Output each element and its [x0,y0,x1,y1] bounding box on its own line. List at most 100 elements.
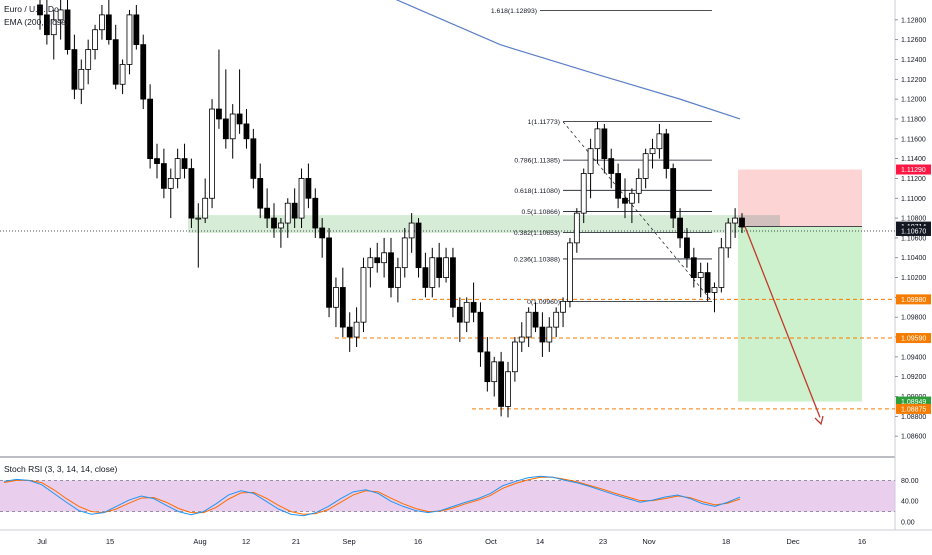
fib-level-label: 0.5(1.10866) [521,209,560,216]
candle-down [615,173,622,199]
candle-up [587,148,594,174]
candle-up [718,247,725,288]
candle-down [622,197,628,204]
fib-level-label: 0.382(1.10653) [514,230,560,237]
stoch-y-tick-label: 0.00 [901,520,915,527]
x-tick-label: 12 [242,537,250,546]
x-tick-label: Oct [485,537,498,546]
entry-box [738,215,780,227]
candle-up [628,192,635,204]
y-tick-label: 1.08800 [901,414,926,421]
x-tick-label: 16 [858,537,866,546]
candle-up [525,311,532,338]
fib-level-label: 1(1.11773) [528,119,560,126]
x-tick-label: 18 [722,537,730,546]
candle-down [319,227,326,239]
price-tag [896,164,931,175]
y-tick-label: 1.09800 [901,315,926,322]
candle-down [436,257,443,278]
candle-up [360,267,367,323]
candle-down [539,326,546,343]
candle-up [298,178,305,219]
candle-down [160,163,167,189]
x-tick-label: Nov [642,537,656,546]
price-tag [896,294,931,305]
candle-down [222,118,229,140]
candle-up [635,178,642,194]
y-tick-label: 1.12800 [901,17,926,24]
candle-up [511,341,518,373]
candle-down [188,168,195,219]
y-tick-label: 1.11000 [901,196,926,203]
candle-down [422,267,429,288]
fib-level-label: 0(1.09960) [527,299,560,306]
x-tick-label: 23 [599,537,607,546]
x-tick-label: 21 [292,537,300,546]
price-tag-label: 1.11290 [901,167,926,174]
y-tick-label: 1.10800 [901,216,926,223]
candle-down [684,237,690,259]
candle-down [346,326,353,338]
stoch-legend: Stoch RSI (3, 3, 14, 14, close) [4,464,118,474]
candle-up [167,178,174,189]
candle-down [64,9,71,50]
candle-up [209,108,215,199]
candle-up [580,173,587,214]
candle-up [202,197,209,219]
candle-down [415,222,422,269]
stoch-k-line [3,475,741,517]
candle-up [78,68,85,90]
candle-up [394,267,401,288]
y-tick-label: 1.09200 [901,374,926,381]
candle-down [305,178,312,199]
candle-down [450,257,456,308]
y-tick-label: 1.11200 [901,176,926,183]
candle-up [463,301,470,323]
candle-down [374,257,381,264]
candle-up [567,242,573,302]
candle-up [732,217,739,224]
candle-up [119,64,126,85]
candle-up [649,148,656,155]
candle-up [546,326,553,343]
price-tag-label: 1.10670 [901,229,926,236]
candle-down [484,351,491,383]
candle-down [112,39,119,85]
candle-up [725,222,732,249]
candle-down [105,14,112,41]
candle-down [181,158,188,169]
ema-200-line [395,0,741,120]
y-tick-label: 1.10200 [901,275,926,282]
candle-down [154,158,160,164]
candle-up [560,300,566,313]
candle-down [532,311,539,328]
candle-up [491,361,498,383]
candle-down [257,178,264,209]
candle-up [50,19,57,36]
price-tag-label: 1.09590 [901,336,926,343]
projection-arrow [744,226,821,418]
candle-up [711,287,718,293]
candle-up [57,9,64,21]
candle-down [236,113,243,125]
candle-up [505,371,511,407]
y-tick-label: 1.11400 [901,156,926,163]
stoch-y-tick-label: 40.00 [901,499,919,506]
candle-up [553,311,560,328]
y-tick-label: 1.12200 [901,77,926,84]
price-tag [896,333,931,344]
candle-down [339,287,346,328]
candle-down [601,128,608,160]
candle-down [477,311,484,353]
y-tick-label: 1.12400 [901,57,926,64]
candle-up [408,222,415,239]
candle-down [498,361,505,407]
candle-up [195,217,202,220]
candle-down [677,217,683,239]
candle-down [264,207,271,219]
candle-down [71,49,78,90]
candle-down [388,252,394,288]
ema-legend: EMA (200, close) [4,17,69,27]
candle-up [518,336,525,343]
candle-up [642,153,649,179]
